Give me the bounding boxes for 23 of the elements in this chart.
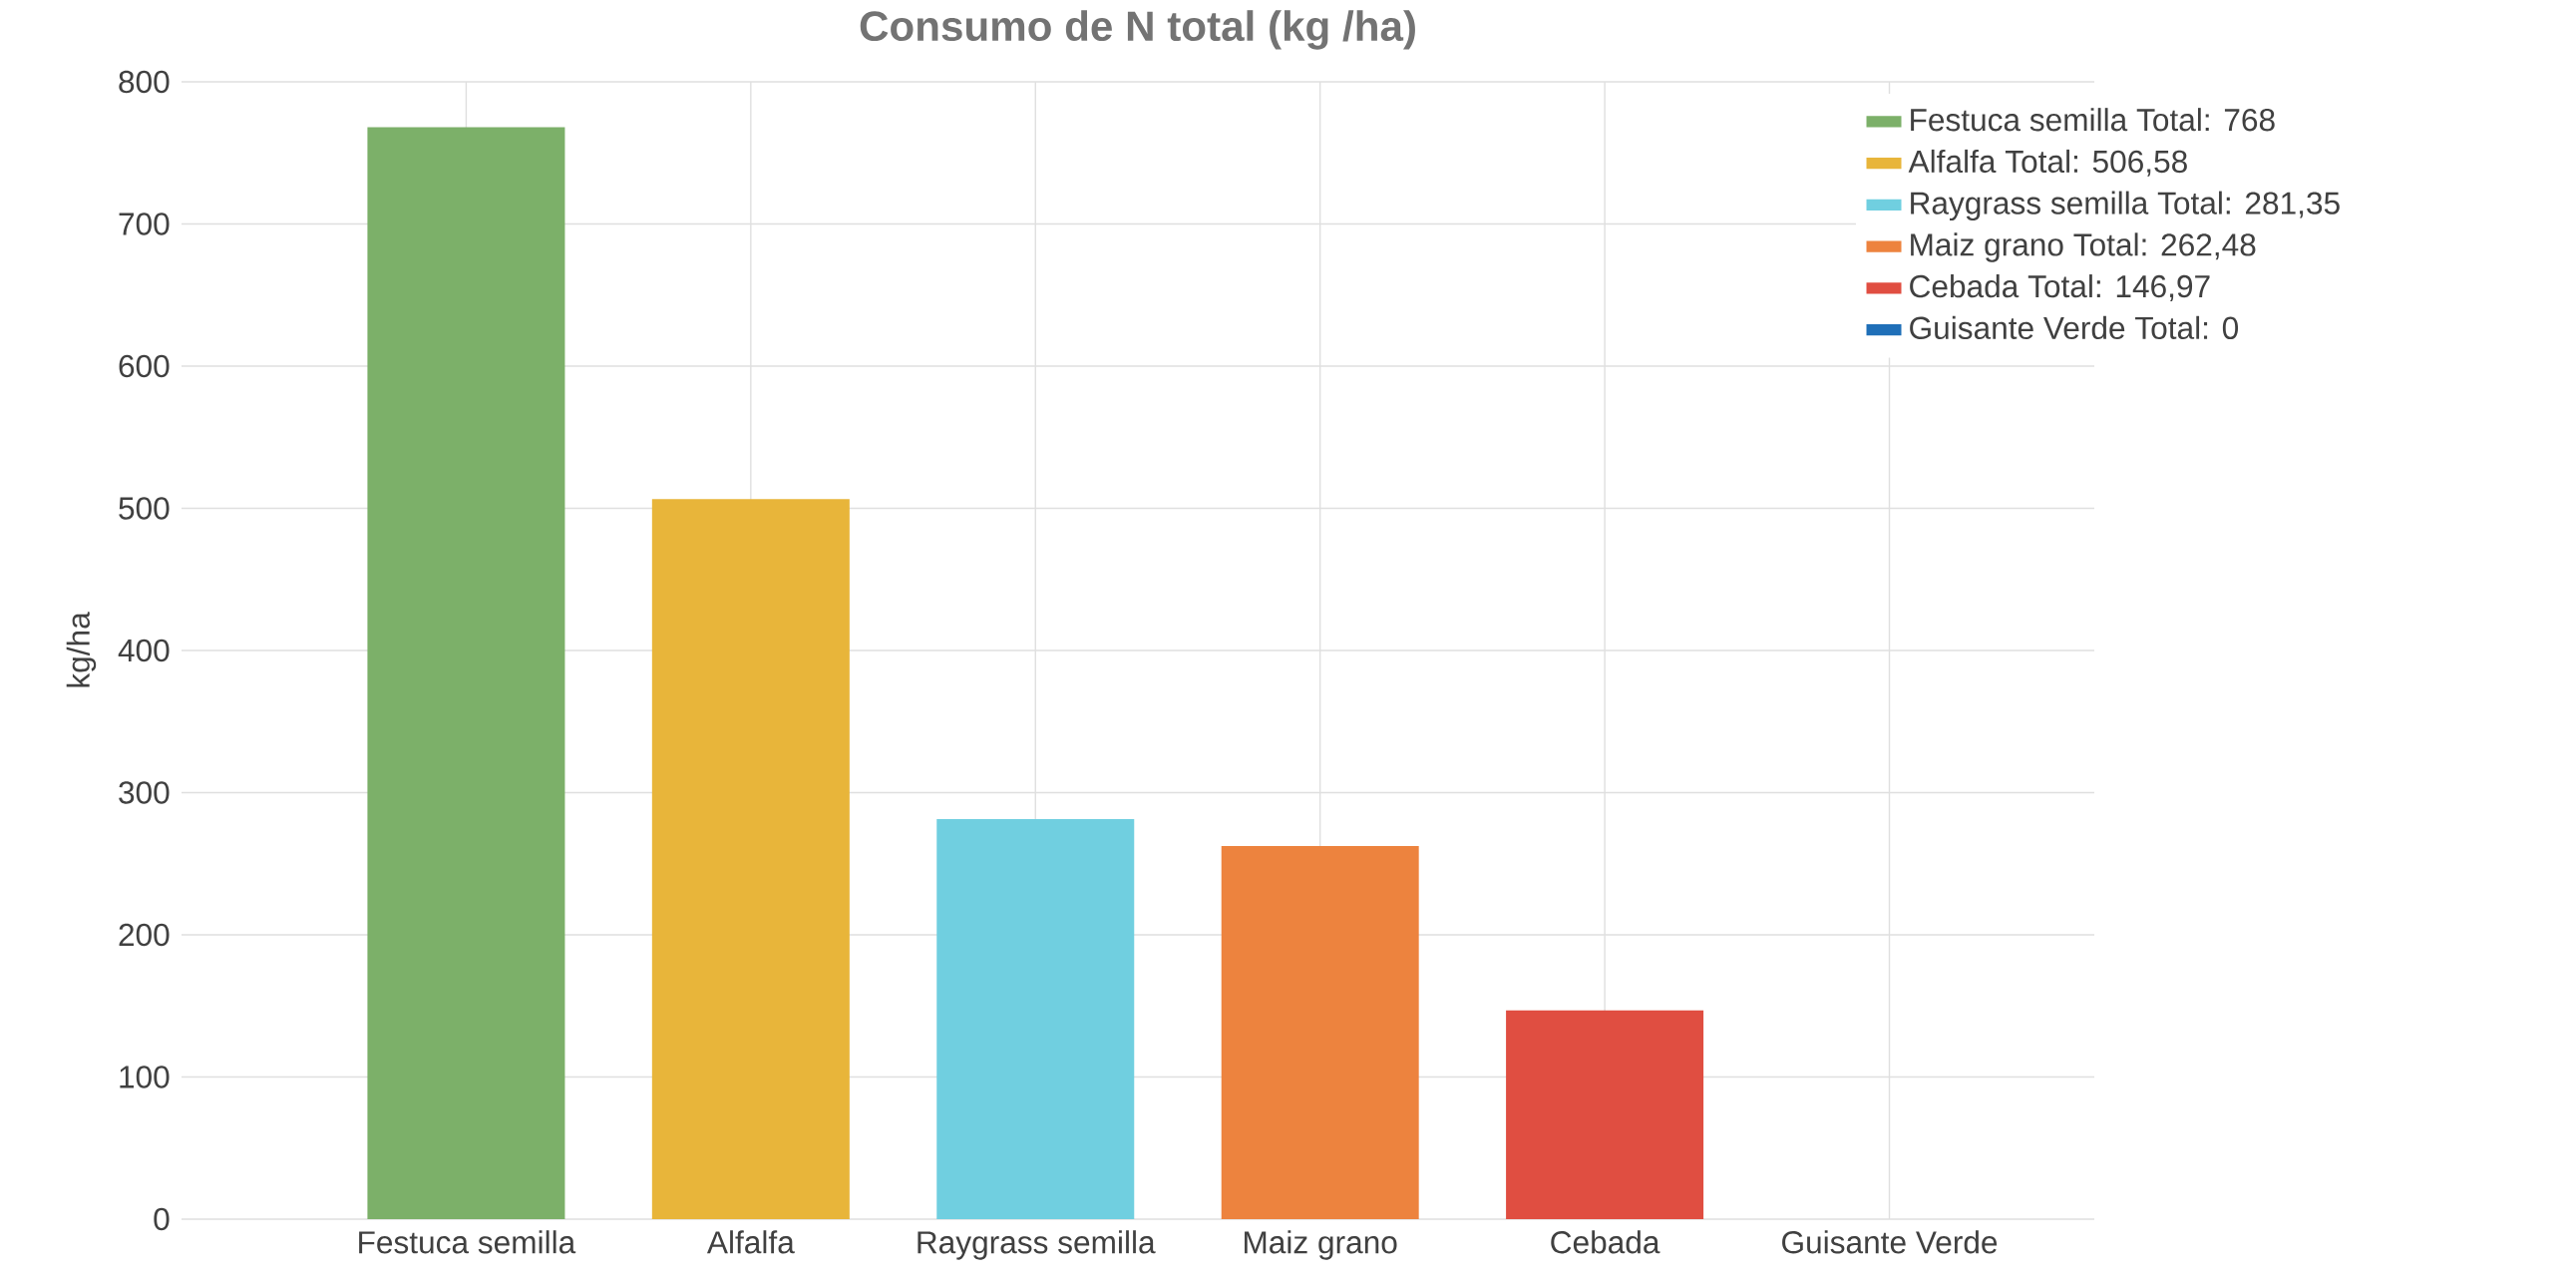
y-axis-title: kg/ha [66,612,97,687]
y-tick-label: 500 [119,497,170,520]
legend-label: Alfalfa Total: 506,58 [1908,149,2187,177]
legend-label: Festuca semilla Total: 768 [1911,108,2275,132]
y-tick-label: 600 [119,354,170,378]
y-tick-label: 800 [119,70,170,94]
y-tick-label: 700 [119,213,170,235]
x-tick-label: Alfalfa [706,1230,795,1254]
y-tick-label: 100 [120,1066,170,1088]
y-tick-label: 0 [154,1207,170,1231]
x-tick-label: Maiz grano [1245,1230,1397,1260]
x-tick-label: Festuca semilla [359,1230,576,1254]
x-tick-label: Cebada [1551,1230,1660,1254]
y-tick-label: 300 [119,781,170,804]
legend-label: Cebada Total: 146,97 [1910,274,2210,301]
legend-label: Maiz grano Total: 262,48 [1911,232,2256,262]
x-tick-label: Raygrass semilla [918,1230,1156,1260]
chart-title: Consumo de N total (kg /ha) [860,10,1415,50]
y-tick-label: 400 [118,639,170,662]
x-tick-label: Guisante Verde [1782,1230,1998,1254]
y-tick-label: 200 [119,923,170,947]
legend-label: Guisante Verde Total: 0 [1910,315,2239,340]
legend-label: Raygrass semilla Total: 281,35 [1911,191,2340,221]
